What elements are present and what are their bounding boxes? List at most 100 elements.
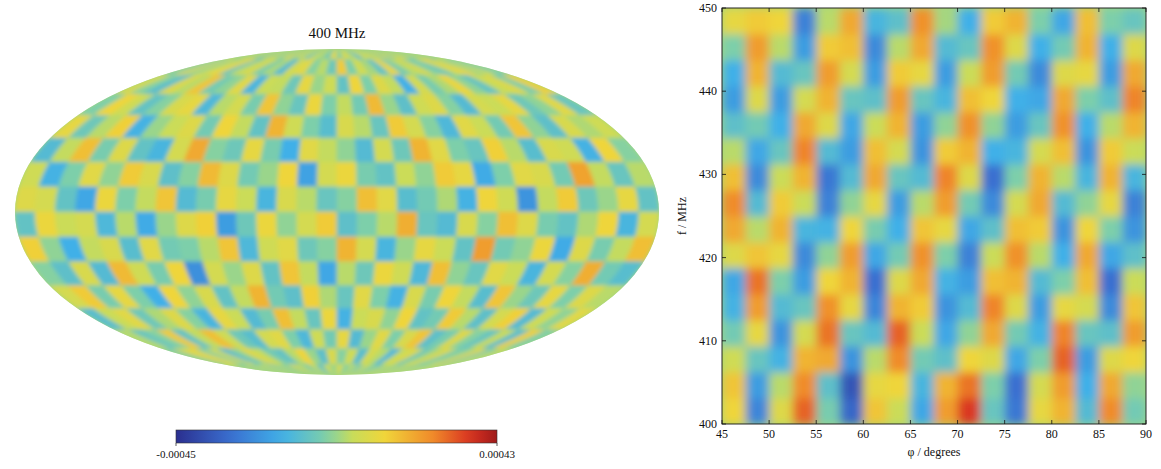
heat-cell [793,346,817,373]
heat-cell [887,242,911,269]
map-cell [231,49,337,59]
map-cell [176,187,198,212]
heat-cell [934,216,958,243]
heat-cell [840,164,864,191]
map-cell [236,187,257,212]
heat-cell [769,242,793,269]
heat-cell [1028,164,1052,191]
heat-cell [793,34,817,61]
map-cell [273,49,337,59]
heat-cell [1075,294,1099,321]
map-cell [502,330,560,349]
map-cell [357,212,377,237]
heat-cell [1122,398,1146,424]
heat-cell [863,8,887,35]
heat-cell [887,60,911,87]
heat-cell [1028,398,1052,424]
heat-cell [1075,8,1099,35]
heat-cell [722,60,746,87]
heat-cell [1052,86,1076,113]
heat-cell [840,398,864,424]
heat-cell [722,242,746,269]
x-tick-label: 85 [1093,427,1105,441]
heat-cell [1005,294,1029,321]
map-cell [273,365,337,375]
map-cell [75,187,98,212]
heat-cell [816,190,840,217]
y-tick [1142,8,1146,9]
heat-cell [1122,190,1146,217]
map-cell [576,212,599,237]
map-cell [443,59,512,75]
sky-map [11,45,663,379]
heat-cell [934,34,958,61]
map-cell [318,138,337,162]
map-cell [635,187,659,212]
map-cell [257,162,279,187]
heat-cell [934,398,958,424]
map-cell [297,162,318,187]
map-cell [356,162,377,187]
x-tick [1051,8,1052,12]
heat-cell [958,320,982,347]
map-cell [259,49,337,59]
heat-cell [1028,190,1052,217]
heat-cell [934,294,958,321]
map-cell [317,212,337,237]
heat-cell [793,60,817,87]
heat-cell [793,372,817,399]
map-cell [287,49,337,59]
heat-cell [863,60,887,87]
heat-cell [722,190,746,217]
heat-cell [863,268,887,295]
colorbar-bar [176,430,497,443]
map-cell [216,187,237,212]
heat-cell [840,190,864,217]
heat-cell [934,372,958,399]
heat-cell [958,60,982,87]
heat-cell [958,138,982,165]
heat-cell [793,164,817,191]
heat-cell [1005,268,1029,295]
heat-cell [887,8,911,35]
y-tick [1142,91,1146,92]
heat-cell [1075,242,1099,269]
heat-cell [816,138,840,165]
heat-cell [1075,190,1099,217]
heat-cell [934,346,958,373]
x-tick [957,420,958,424]
heat-cell [1099,60,1123,87]
x-tick-label: 90 [1140,427,1152,441]
map-cell [377,212,398,237]
heat-cell [863,164,887,191]
heat-cell [863,34,887,61]
map-cell [277,162,298,187]
heat-cell [1099,138,1123,165]
heat-cell [1028,242,1052,269]
map-cell [337,237,357,262]
heat-cell [934,242,958,269]
map-cell [546,309,597,330]
figure: 400 MHz-0.000450.00043455055606570758085… [0,0,1161,469]
map-cell [375,237,396,262]
heat-cell [910,242,934,269]
map-cell [238,162,261,187]
heat-cell [863,242,887,269]
heat-cell [910,34,934,61]
map-cell [580,286,624,309]
heat-cell [958,112,982,139]
heat-cell [1122,86,1146,113]
map-cell [330,365,337,375]
heat-cell [1122,138,1146,165]
heat-cell [981,112,1005,139]
x-tick [863,8,864,12]
heat-cell [746,60,770,87]
map-ground [11,45,663,379]
heat-cell [1122,268,1146,295]
y-tick-label: 440 [699,84,717,98]
heat-cell [981,216,1005,243]
map-cell [496,187,518,212]
heat-cell [1052,320,1076,347]
map-cell [156,187,178,212]
heat-cell [769,320,793,347]
